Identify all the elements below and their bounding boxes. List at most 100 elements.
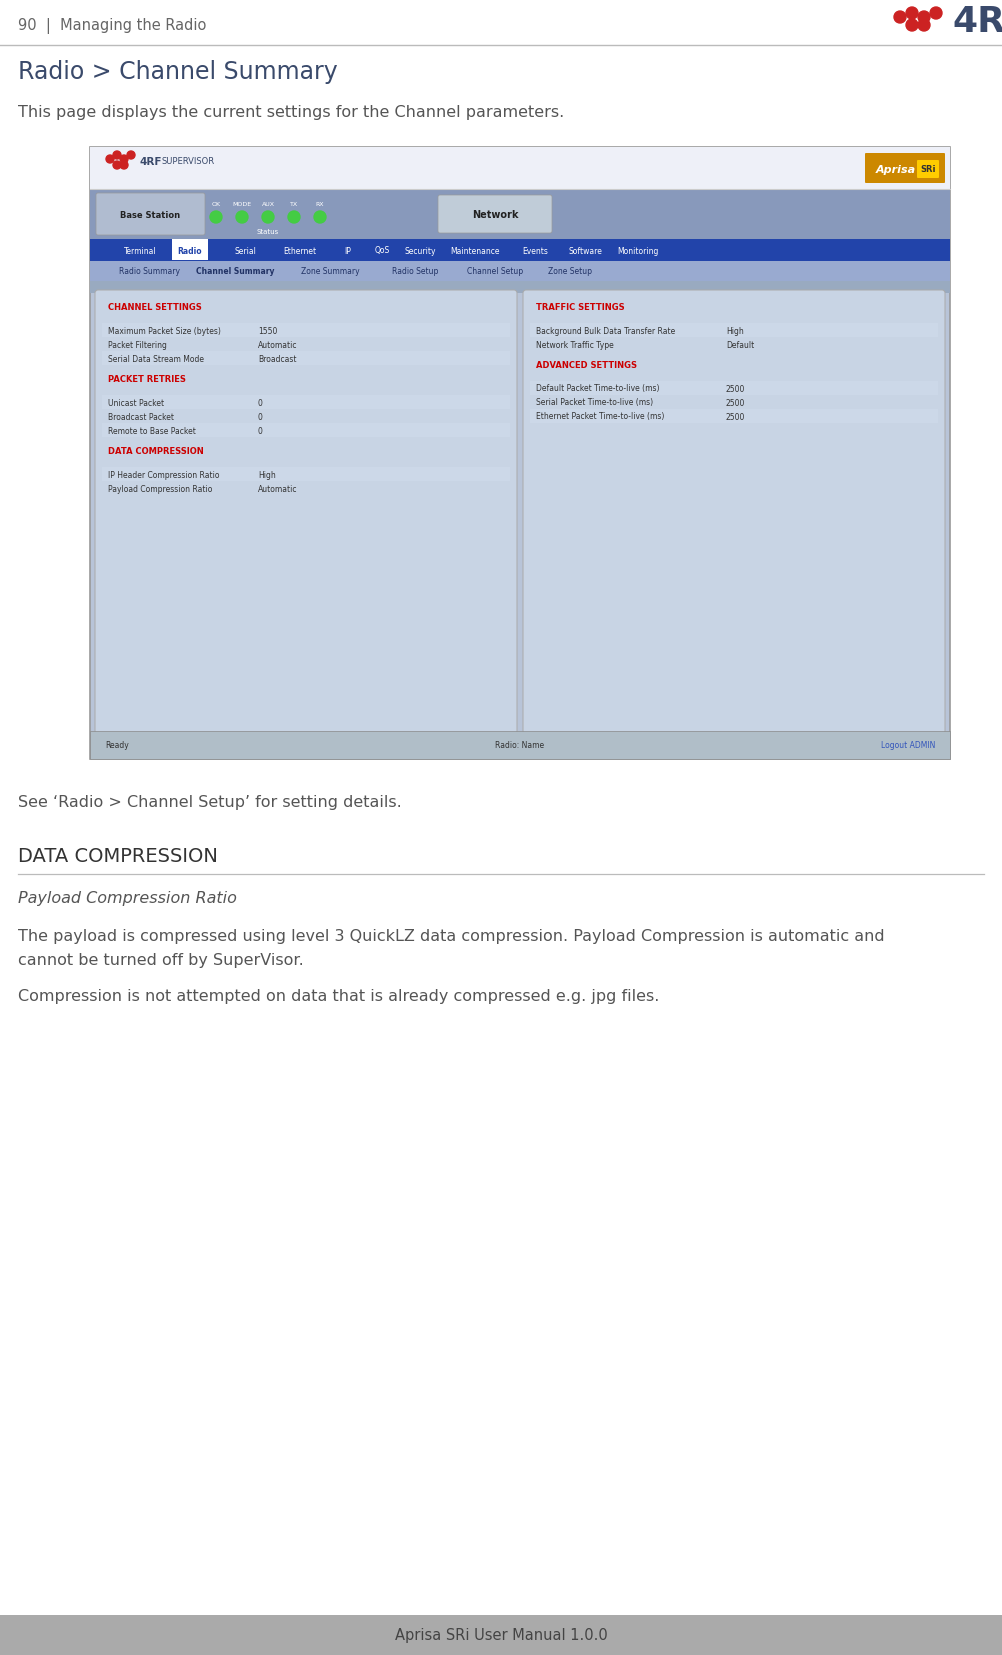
Text: Background Bulk Data Transfer Rate: Background Bulk Data Transfer Rate xyxy=(536,326,675,336)
Text: Serial Packet Time-to-live (ms): Serial Packet Time-to-live (ms) xyxy=(536,399,653,407)
Text: Serial: Serial xyxy=(234,247,256,255)
Text: Radio Setup: Radio Setup xyxy=(392,268,438,276)
Text: MODE: MODE xyxy=(232,202,252,207)
Text: AUX: AUX xyxy=(262,202,275,207)
Text: Broadcast: Broadcast xyxy=(258,354,297,364)
Text: Base Station: Base Station xyxy=(120,210,180,220)
Circle shape xyxy=(930,8,942,20)
FancyBboxPatch shape xyxy=(865,154,945,184)
Text: Radio: Name: Radio: Name xyxy=(495,741,544,750)
Text: 2500: 2500 xyxy=(726,412,745,422)
Bar xyxy=(90,281,950,295)
Text: Status: Status xyxy=(257,228,280,235)
Circle shape xyxy=(314,212,326,223)
Text: Terminal: Terminal xyxy=(123,247,156,255)
Text: 2500: 2500 xyxy=(726,384,745,394)
Text: Remote to Base Packet: Remote to Base Packet xyxy=(108,427,195,435)
Bar xyxy=(102,396,510,410)
Text: CHANNEL SETTINGS: CHANNEL SETTINGS xyxy=(108,303,201,313)
Circle shape xyxy=(918,12,930,23)
Text: Software: Software xyxy=(568,247,602,255)
Text: QoS: QoS xyxy=(375,247,390,255)
Bar xyxy=(90,261,950,281)
Text: Broadcast Packet: Broadcast Packet xyxy=(108,412,174,422)
Text: IP: IP xyxy=(345,247,352,255)
Text: ADVANCED SETTINGS: ADVANCED SETTINGS xyxy=(536,361,637,371)
Text: Automatic: Automatic xyxy=(258,341,298,349)
Text: This page displays the current settings for the Channel parameters.: This page displays the current settings … xyxy=(18,104,564,119)
Bar xyxy=(90,190,950,240)
Text: 0: 0 xyxy=(258,412,263,422)
Text: SUPERVISOR: SUPERVISOR xyxy=(162,157,215,167)
Circle shape xyxy=(918,20,930,31)
Bar xyxy=(0,1615,1002,1655)
Bar xyxy=(102,468,510,482)
Bar xyxy=(90,240,950,261)
Circle shape xyxy=(210,212,222,223)
Text: Channel Setup: Channel Setup xyxy=(467,268,523,276)
Circle shape xyxy=(113,162,121,170)
Text: The payload is compressed using level 3 QuickLZ data compression. Payload Compre: The payload is compressed using level 3 … xyxy=(18,928,885,943)
Circle shape xyxy=(288,212,300,223)
Text: Zone Summary: Zone Summary xyxy=(301,268,360,276)
FancyBboxPatch shape xyxy=(917,161,939,179)
Text: Ready: Ready xyxy=(105,741,128,750)
Text: DATA COMPRESSION: DATA COMPRESSION xyxy=(108,447,203,457)
Text: Monitoring: Monitoring xyxy=(617,247,658,255)
Text: DATA COMPRESSION: DATA COMPRESSION xyxy=(18,847,217,866)
Circle shape xyxy=(262,212,274,223)
Text: Radio Summary: Radio Summary xyxy=(119,268,180,276)
Text: SRi: SRi xyxy=(920,166,936,174)
Text: Unicast Packet: Unicast Packet xyxy=(108,399,164,407)
Text: Network Traffic Type: Network Traffic Type xyxy=(536,341,614,349)
Bar xyxy=(90,732,950,760)
Circle shape xyxy=(236,212,248,223)
Text: Payload Compression Ratio: Payload Compression Ratio xyxy=(18,890,236,905)
FancyBboxPatch shape xyxy=(523,291,945,735)
FancyBboxPatch shape xyxy=(96,194,205,237)
Text: High: High xyxy=(726,326,743,336)
Text: High: High xyxy=(258,470,276,480)
Bar xyxy=(102,353,510,366)
Text: Security: Security xyxy=(404,247,436,255)
Text: OK: OK xyxy=(211,202,220,207)
Text: Default Packet Time-to-live (ms): Default Packet Time-to-live (ms) xyxy=(536,384,659,394)
Text: Payload Compression Ratio: Payload Compression Ratio xyxy=(108,485,212,493)
Text: Maximum Packet Size (bytes): Maximum Packet Size (bytes) xyxy=(108,326,220,336)
Text: Aprisa SRi User Manual 1.0.0: Aprisa SRi User Manual 1.0.0 xyxy=(395,1627,607,1642)
Circle shape xyxy=(127,152,135,161)
Circle shape xyxy=(106,156,114,164)
Text: Logout ADMIN: Logout ADMIN xyxy=(881,741,935,750)
Bar xyxy=(102,424,510,437)
Text: Channel Summary: Channel Summary xyxy=(195,268,275,276)
Bar xyxy=(530,410,938,424)
Text: TX: TX xyxy=(290,202,298,207)
Text: PACKET RETRIES: PACKET RETRIES xyxy=(108,376,186,384)
Text: Ethernet Packet Time-to-live (ms): Ethernet Packet Time-to-live (ms) xyxy=(536,412,664,422)
Text: Radio > Channel Summary: Radio > Channel Summary xyxy=(18,60,338,84)
Bar xyxy=(90,147,950,760)
Text: 90  |  Managing the Radio: 90 | Managing the Radio xyxy=(18,18,206,35)
Text: cannot be turned off by SuperVisor.: cannot be turned off by SuperVisor. xyxy=(18,953,304,968)
Bar xyxy=(530,382,938,396)
Text: Aprisa: Aprisa xyxy=(876,166,916,175)
Text: IP Header Compression Ratio: IP Header Compression Ratio xyxy=(108,470,219,480)
Text: Zone Setup: Zone Setup xyxy=(548,268,592,276)
Text: TRAFFIC SETTINGS: TRAFFIC SETTINGS xyxy=(536,303,624,313)
Circle shape xyxy=(120,162,128,170)
Bar xyxy=(102,324,510,338)
FancyBboxPatch shape xyxy=(438,195,552,233)
Text: Serial Data Stream Mode: Serial Data Stream Mode xyxy=(108,354,204,364)
Text: 2500: 2500 xyxy=(726,399,745,407)
Text: Radio: Radio xyxy=(177,247,202,255)
Text: Ethernet: Ethernet xyxy=(284,247,317,255)
Text: See ‘Radio > Channel Setup’ for setting details.: See ‘Radio > Channel Setup’ for setting … xyxy=(18,794,402,809)
Text: Events: Events xyxy=(522,247,548,255)
Text: 0: 0 xyxy=(258,427,263,435)
FancyBboxPatch shape xyxy=(172,240,208,261)
Text: Network: Network xyxy=(472,210,518,220)
Text: 1550: 1550 xyxy=(258,326,278,336)
Text: RX: RX xyxy=(316,202,325,207)
Circle shape xyxy=(906,8,918,20)
Bar xyxy=(90,147,950,190)
